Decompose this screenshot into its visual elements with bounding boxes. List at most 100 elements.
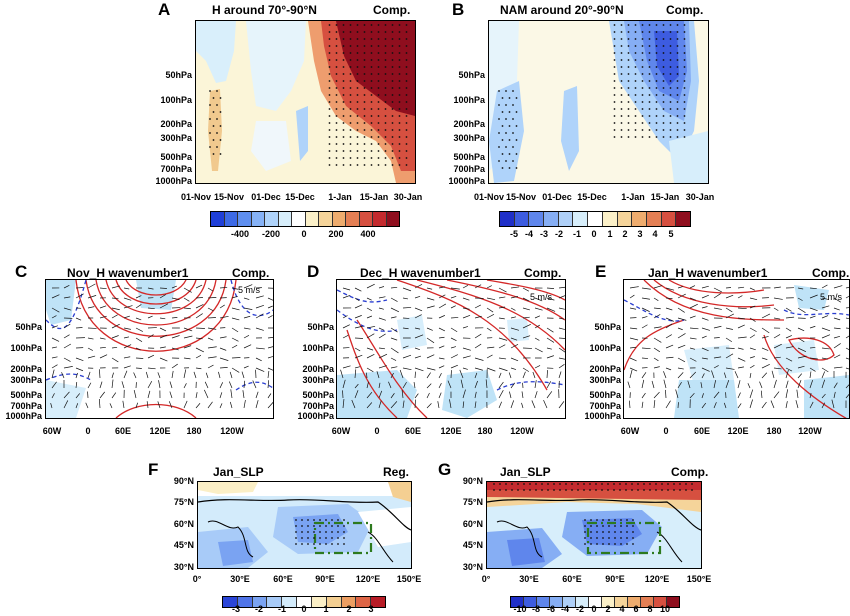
significance-dot (307, 519, 309, 521)
significance-dot (643, 489, 645, 491)
significance-dot (634, 80, 637, 82)
significance-dot (669, 101, 672, 103)
wind-vector (760, 390, 763, 399)
significance-dot (356, 101, 359, 103)
wind-vector (437, 401, 440, 409)
wind-vector (689, 337, 697, 340)
significance-dot (648, 101, 651, 103)
significance-dot (596, 525, 598, 527)
significance-dot (343, 537, 345, 539)
wind-vector (61, 372, 65, 379)
x-tick-label: 15-Dec (285, 192, 315, 202)
wind-vector (123, 336, 130, 339)
colorbar-swatch (514, 212, 530, 226)
wind-vector (845, 307, 849, 309)
significance-dot (356, 136, 359, 138)
wind-vector (267, 315, 273, 319)
significance-dot (620, 24, 623, 26)
significance-dot (613, 87, 616, 89)
significance-dot (349, 101, 352, 103)
wind-vector (243, 344, 252, 349)
wind-vector (171, 317, 178, 319)
wind-vector (63, 366, 73, 369)
wind-vector (795, 400, 799, 409)
wind-vector (255, 327, 264, 331)
colorbar-swatch (326, 597, 342, 607)
wind-vector (785, 346, 794, 349)
wind-vector (366, 402, 373, 409)
significance-dot (655, 31, 658, 33)
significance-dot (626, 531, 628, 533)
wind-vector (797, 307, 806, 313)
significance-dot (216, 132, 218, 134)
wind-vector (474, 401, 477, 409)
wind-vector (171, 297, 180, 300)
wind-vector (485, 379, 488, 389)
significance-dot (363, 115, 366, 117)
wind-vector (558, 347, 565, 353)
significance-dot (683, 31, 686, 33)
significance-dot (325, 543, 327, 545)
significance-dot (641, 136, 644, 138)
significance-dot (398, 59, 401, 61)
significance-dot (370, 80, 373, 82)
wind-vector (498, 372, 502, 379)
significance-dot (584, 543, 586, 545)
wind-vector (399, 369, 404, 379)
panel-letter: B (452, 0, 465, 19)
significance-dot (370, 122, 373, 124)
significance-dot (356, 150, 359, 152)
wind-vector (486, 285, 492, 289)
wind-vector (663, 371, 667, 379)
wind-vector (701, 367, 710, 372)
wind-vector (243, 327, 251, 330)
wind-vector (195, 367, 202, 370)
colorbar-label: 10 (659, 604, 671, 614)
significance-dot (541, 489, 543, 491)
y-tick-label: 200hPa (453, 119, 485, 129)
wind-vector (510, 307, 516, 311)
significance-dot (391, 66, 394, 68)
wind-vector (833, 317, 841, 321)
wind-vector (426, 403, 432, 409)
wind-vector (123, 315, 130, 319)
wind-vector (629, 294, 635, 299)
wind-vector (498, 344, 506, 349)
significance-dot (349, 59, 352, 61)
y-tick-label: 75°N (462, 497, 483, 507)
significance-dot (571, 483, 573, 485)
significance-dot (529, 489, 531, 491)
significance-dot (499, 483, 501, 485)
wind-vector (390, 357, 397, 361)
wind-vector (749, 317, 756, 322)
wind-vector (749, 334, 756, 339)
wind-vector (641, 297, 650, 300)
significance-dot (679, 489, 681, 491)
wind-vector (737, 357, 746, 362)
wind-vector (653, 347, 661, 353)
significance-dot (508, 97, 511, 99)
colorbar-label: -1 (277, 604, 287, 614)
wind-vector (797, 355, 807, 359)
wind-vector (426, 287, 433, 290)
significance-dot (212, 111, 215, 113)
wind-vector (725, 327, 733, 330)
significance-dot (363, 164, 366, 166)
significance-dot (648, 122, 651, 124)
significance-dot (683, 101, 686, 103)
colorbar-swatch (654, 597, 667, 607)
colorbar-label: -2 (254, 604, 264, 614)
significance-dot (667, 489, 669, 491)
wind-vector (99, 315, 107, 319)
wind-vector (135, 304, 142, 309)
significance-dot (313, 543, 315, 545)
significance-dot (634, 101, 637, 103)
wind-vector (121, 381, 125, 389)
wind-vector (546, 381, 552, 389)
wind-vector (725, 379, 730, 389)
significance-dot (547, 483, 549, 485)
wind-vector (627, 381, 631, 389)
significance-dot (295, 543, 297, 545)
significance-dot (349, 24, 352, 26)
wind-vector (845, 393, 849, 399)
